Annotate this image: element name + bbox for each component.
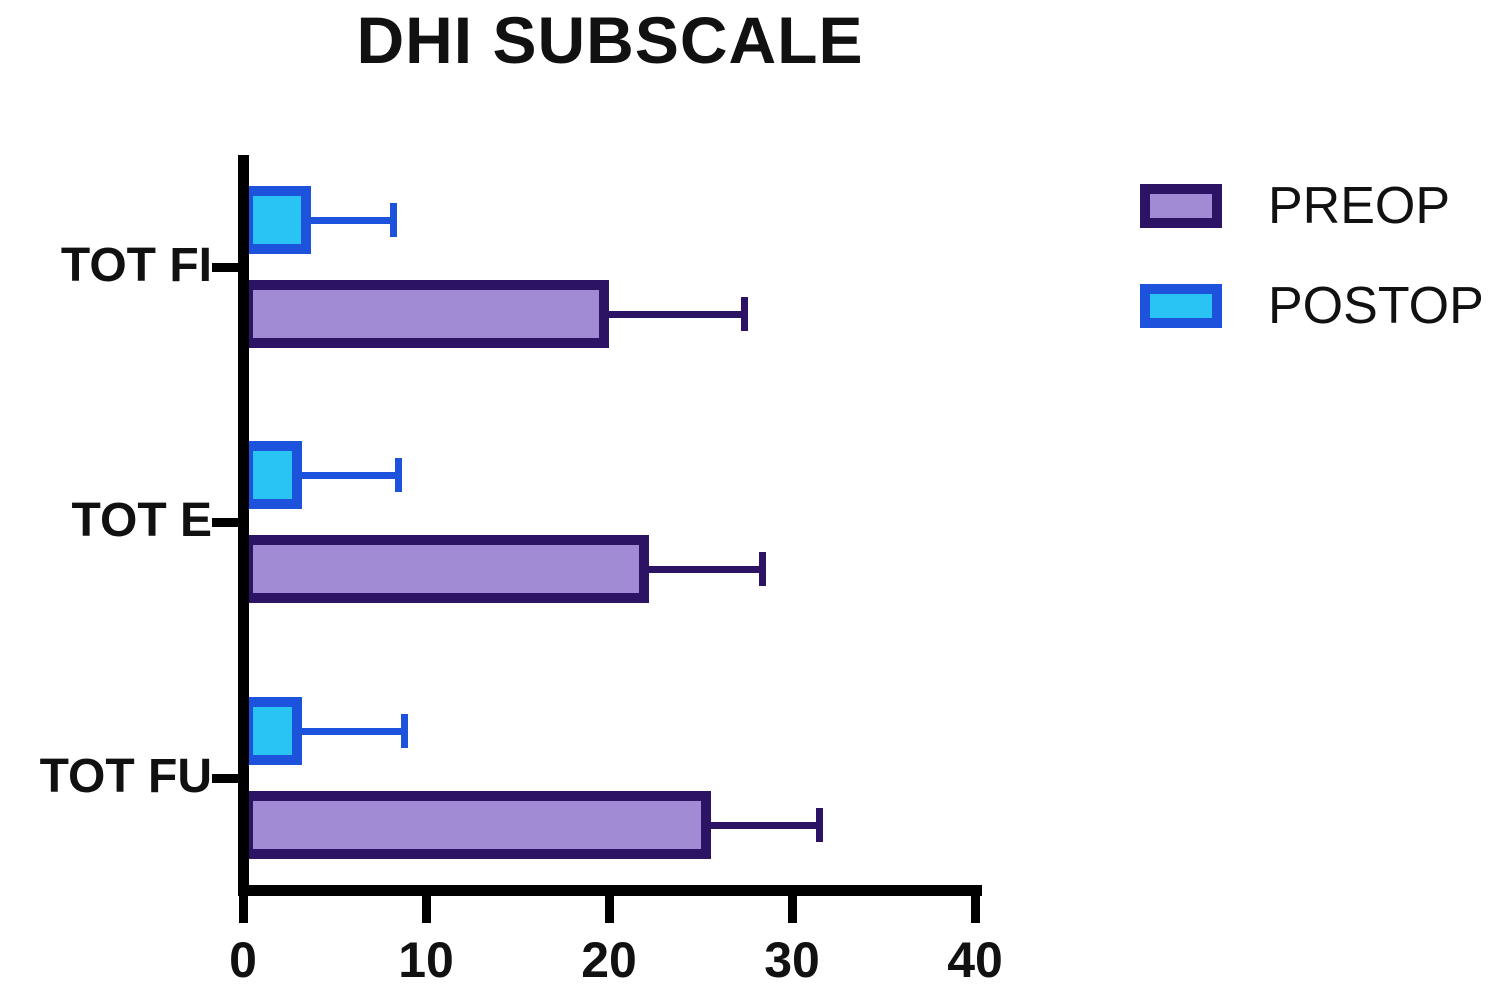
y-axis-label-tot-fi: TOT FI xyxy=(60,239,212,292)
x-tick-40 xyxy=(970,896,980,923)
legend-item-preop: PREOP xyxy=(1140,177,1484,235)
preop-swatch-icon xyxy=(1140,184,1222,228)
x-tick-label-0: 0 xyxy=(229,932,257,987)
y-tick-tot-fu xyxy=(212,773,238,783)
y-axis-label-tot-e: TOT E xyxy=(71,494,212,547)
x-tick-10 xyxy=(421,896,431,923)
bar-preop-tot-fu xyxy=(243,791,712,859)
legend-label-postop: POSTOP xyxy=(1268,277,1484,335)
x-tick-0 xyxy=(238,896,248,923)
x-tick-label-30: 30 xyxy=(764,932,820,987)
errorbar-postop-tot-fi xyxy=(310,216,394,224)
bar-postop-tot-fu xyxy=(243,697,302,765)
bar-postop-tot-e xyxy=(243,441,302,509)
legend: PREOP POSTOP xyxy=(1140,177,1484,383)
errorbar-cap-postop-tot-fu xyxy=(400,714,408,748)
errorbar-cap-postop-tot-e xyxy=(395,458,403,492)
errorbar-cap-postop-tot-fi xyxy=(389,203,397,237)
errorbar-postop-tot-e xyxy=(301,471,399,479)
legend-label-preop: PREOP xyxy=(1268,177,1451,235)
y-axis-label-tot-fu: TOT FU xyxy=(39,750,212,803)
x-tick-label-20: 20 xyxy=(581,932,637,987)
x-axis xyxy=(238,885,982,896)
y-axis xyxy=(238,155,249,896)
legend-item-postop: POSTOP xyxy=(1140,277,1484,335)
errorbar-cap-preop-tot-fi xyxy=(740,297,748,331)
errorbar-cap-preop-tot-e xyxy=(759,552,767,586)
bar-preop-tot-fi xyxy=(243,280,609,348)
y-tick-tot-fi xyxy=(212,262,238,272)
y-tick-tot-e xyxy=(212,517,238,527)
x-tick-label-40: 40 xyxy=(947,932,1003,987)
chart-title: DHI SUBSCALE xyxy=(356,3,864,77)
errorbar-postop-tot-fu xyxy=(301,727,405,735)
errorbar-preop-tot-fu xyxy=(711,821,820,829)
errorbar-preop-tot-e xyxy=(649,565,763,573)
postop-swatch-icon xyxy=(1140,284,1222,328)
x-tick-label-10: 10 xyxy=(398,932,454,987)
errorbar-cap-preop-tot-fu xyxy=(815,808,823,842)
x-tick-30 xyxy=(787,896,797,923)
x-tick-20 xyxy=(604,896,614,923)
bar-postop-tot-fi xyxy=(243,186,311,254)
bar-preop-tot-e xyxy=(243,535,650,603)
errorbar-preop-tot-fi xyxy=(609,310,745,318)
